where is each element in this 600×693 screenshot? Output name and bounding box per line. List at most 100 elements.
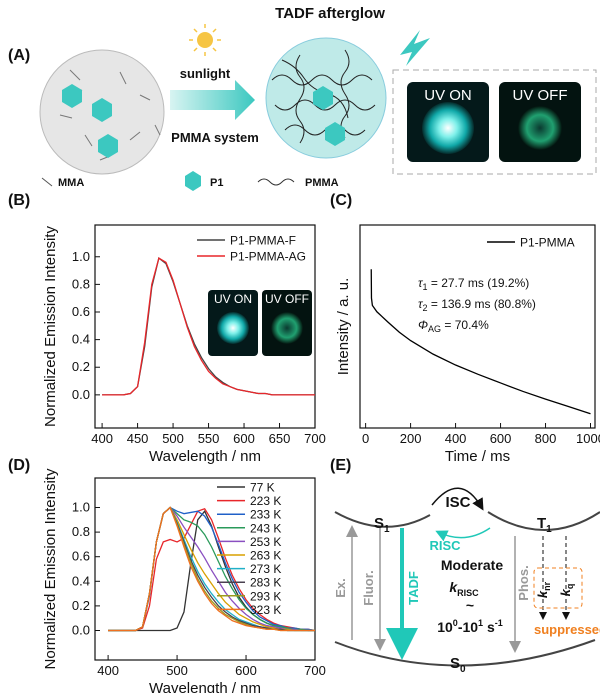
- figure: (A) sunlight PMMA system TADF afterglow …: [0, 0, 600, 693]
- y-tick-label: 0.0: [72, 387, 90, 402]
- legend-icon: [258, 179, 294, 185]
- panel-label: (C): [330, 192, 352, 209]
- x-tick-label: 600: [235, 663, 257, 678]
- x-tick-label: 1000: [576, 431, 600, 446]
- rate-part: -10: [458, 619, 478, 635]
- panel-label: (D): [8, 457, 30, 474]
- x-tick-label: 0: [362, 431, 369, 446]
- annotation-symbol: Φ: [418, 318, 428, 332]
- legend-label: 223 K: [250, 494, 281, 508]
- moderate-label: Moderate: [441, 557, 503, 573]
- x-tick-label: 500: [162, 431, 184, 446]
- knr-label: knr: [535, 581, 552, 598]
- legend-icon: [185, 171, 201, 191]
- legend-label: 233 K: [250, 508, 281, 522]
- inset-label: UV OFF: [265, 292, 309, 306]
- y-tick-label: 0.8: [72, 276, 90, 291]
- state: S: [374, 515, 384, 532]
- system-label: PMMA system: [171, 130, 259, 145]
- rate-label: 100-101 s-1: [437, 618, 503, 635]
- y-tick-label: 1.0: [72, 500, 90, 515]
- rate-sup: -1: [495, 618, 503, 628]
- inset-glow: [271, 312, 303, 344]
- legend-label: MMA: [58, 177, 84, 189]
- state: T: [537, 515, 546, 532]
- x-tick-label: 700: [304, 663, 326, 678]
- legend-label: 273 K: [250, 562, 281, 576]
- legend-label: P1-PMMA: [520, 236, 575, 250]
- s0-curve: [335, 640, 595, 666]
- legend-label: 243 K: [250, 521, 281, 535]
- legend-label: 323 K: [250, 603, 281, 617]
- annotation-sub: AG: [428, 324, 441, 334]
- lightning: [400, 30, 430, 66]
- x-tick-label: 600: [233, 431, 255, 446]
- phos-label: Phos.: [516, 565, 531, 600]
- x-tick-label: 550: [198, 431, 220, 446]
- state-label: S1: [374, 515, 390, 535]
- y-tick-label: 0.0: [72, 622, 90, 637]
- y-tick-label: 0.6: [72, 304, 90, 319]
- y-tick-label: 0.2: [72, 359, 90, 374]
- inset-glow: [217, 312, 249, 344]
- process-arrow: [170, 80, 255, 120]
- panel-label: (A): [8, 47, 30, 64]
- panel-label: (E): [330, 457, 351, 474]
- glow: [518, 106, 562, 150]
- series-line: [371, 269, 590, 413]
- y-tick-label: 1.0: [72, 249, 90, 264]
- state-sub: 1: [546, 524, 552, 535]
- x-tick-label: 400: [91, 431, 113, 446]
- y-tick-label: 0.4: [72, 573, 90, 588]
- x-tick-label: 800: [535, 431, 557, 446]
- tadf-label: TADF: [406, 571, 421, 605]
- x-tick-label: 650: [269, 431, 291, 446]
- y-tick-label: 0.4: [72, 332, 90, 347]
- tilde: ~: [466, 597, 474, 613]
- state-label: S0: [450, 655, 466, 675]
- x-axis-title: Time / ms: [445, 448, 510, 465]
- legend-label: P1-PMMA-F: [230, 234, 296, 248]
- panel-e: (E) ISC S1 T1 S0 RISC Ex. Fluor. TADF Mo…: [330, 457, 600, 675]
- x-tick-label: 450: [127, 431, 149, 446]
- x-axis-title: Wavelength / nm: [149, 680, 261, 693]
- legend-label: 283 K: [250, 576, 281, 590]
- fluor-label: Fluor.: [361, 570, 376, 605]
- legend-label: P1-PMMA-AG: [230, 250, 306, 264]
- x-tick-label: 500: [166, 663, 188, 678]
- isc-label: ISC: [445, 494, 470, 511]
- y-tick-label: 0.2: [72, 598, 90, 613]
- x-tick-label: 400: [445, 431, 467, 446]
- state-sub: 0: [460, 664, 466, 675]
- plot-frame: [95, 478, 315, 660]
- suppressed-label: suppressed: [534, 622, 600, 637]
- rate-part: 10: [437, 619, 453, 635]
- x-axis-title: Wavelength / nm: [149, 448, 261, 465]
- legend-label: 253 K: [250, 535, 281, 549]
- y-axis-title: Intensity / a. u.: [335, 278, 352, 376]
- legend-label: 263 K: [250, 549, 281, 563]
- x-tick-label: 700: [304, 431, 326, 446]
- y-tick-label: 0.8: [72, 524, 90, 539]
- risc-label: RISC: [429, 538, 461, 553]
- glow: [422, 102, 474, 154]
- annotation-text: = 27.7 ms (19.2%): [428, 276, 530, 290]
- y-tick-label: 0.6: [72, 549, 90, 564]
- sun: [197, 32, 213, 48]
- legend-label: 77 K: [250, 481, 275, 495]
- sunlight-label: sunlight: [180, 66, 231, 81]
- legend-label: P1: [210, 177, 223, 189]
- legend-label: PMMA: [305, 177, 339, 189]
- krisc-label: kRISC: [449, 579, 479, 598]
- panel-a: (A) sunlight PMMA system TADF afterglow …: [8, 5, 596, 191]
- annotation-text: = 70.4%: [441, 318, 489, 332]
- rate-sub: q: [565, 584, 575, 590]
- photo-label: UV ON: [424, 87, 472, 104]
- inset-label: UV ON: [214, 292, 252, 306]
- ex-label: Ex.: [333, 578, 348, 598]
- legend-label: 293 K: [250, 589, 281, 603]
- rate-sub: nr: [542, 581, 552, 590]
- y-axis-title: Normalized Emission Intensity: [42, 226, 59, 427]
- kq-label: kq: [558, 584, 575, 597]
- state-sub: 1: [384, 524, 390, 535]
